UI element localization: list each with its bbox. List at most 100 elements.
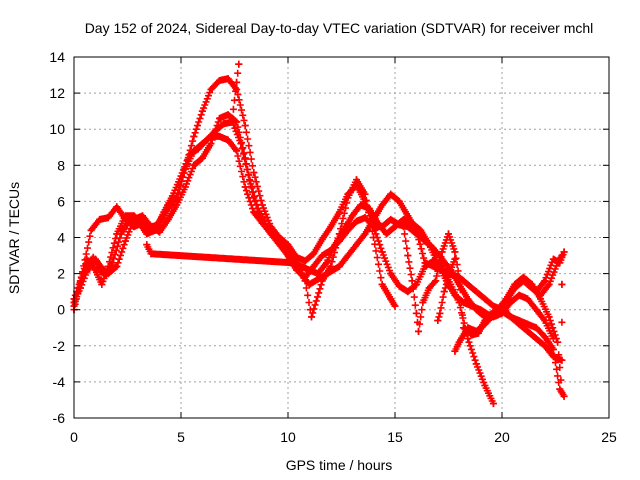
data-point: [288, 259, 296, 267]
data-point: [502, 297, 510, 305]
data-point: [121, 237, 129, 245]
data-point: [451, 291, 459, 299]
data-point: [412, 280, 420, 288]
y-tick-label: 0: [57, 302, 65, 318]
y-tick-label: -6: [53, 410, 66, 426]
data-point: [207, 85, 215, 93]
data-point: [113, 262, 121, 270]
x-tick-label: 20: [494, 429, 510, 445]
data-point: [378, 201, 386, 209]
data-point: [335, 262, 343, 270]
data-point: [515, 291, 523, 299]
data-point: [412, 309, 420, 317]
data-point: [224, 75, 232, 83]
data-point: [404, 252, 412, 260]
data-point: [352, 241, 360, 249]
data-point: [143, 230, 151, 238]
data-point: [524, 327, 532, 335]
data-point: [113, 203, 121, 211]
data-point: [198, 154, 206, 162]
data-point: [489, 400, 497, 408]
data-point: [241, 122, 249, 130]
data-point: [87, 226, 95, 234]
data-point: [147, 223, 155, 231]
data-point: [556, 385, 564, 393]
data-point: [425, 241, 433, 249]
data-point: [419, 298, 427, 306]
data-point: [436, 309, 444, 317]
data-point: [404, 212, 412, 220]
data-point: [224, 111, 232, 119]
data-point: [481, 295, 489, 303]
data-point: [284, 244, 292, 252]
data-point: [408, 277, 416, 285]
data-point: [374, 219, 382, 227]
data-point: [96, 266, 104, 274]
data-point: [532, 306, 540, 314]
data-point: [305, 280, 313, 288]
data-point: [220, 120, 228, 128]
x-axis-label: GPS time / hours: [286, 457, 393, 473]
data-point: [198, 107, 206, 115]
data-point: [425, 284, 433, 292]
data-point: [378, 248, 386, 256]
data-point: [451, 255, 459, 263]
data-point: [361, 214, 369, 222]
data-point: [361, 230, 369, 238]
data-point: [400, 215, 408, 223]
series-track-9: [434, 255, 459, 325]
data-point: [477, 306, 485, 314]
data-point: [395, 282, 403, 290]
data-point: [438, 248, 446, 256]
data-point: [310, 250, 318, 258]
data-point: [455, 273, 463, 281]
y-tick-label: 4: [57, 230, 65, 246]
data-point: [415, 327, 423, 335]
data-point: [138, 212, 146, 220]
data-point: [455, 338, 463, 346]
data-point: [391, 302, 399, 310]
y-axis-label: SDTVAR / TECUs: [6, 182, 22, 294]
data-point: [537, 291, 545, 299]
data-point: [468, 302, 476, 310]
x-tick-label: 25: [601, 429, 617, 445]
x-tick-label: 10: [280, 429, 296, 445]
data-point: [560, 392, 568, 400]
data-point: [181, 165, 189, 173]
data-point: [241, 183, 249, 191]
data-point: [357, 201, 365, 209]
data-point: [541, 277, 549, 285]
data-point: [549, 255, 557, 263]
data-point: [455, 280, 463, 288]
y-tick-label: -2: [53, 338, 66, 354]
data-point: [173, 201, 181, 209]
y-tick-label: 8: [57, 157, 65, 173]
series-track-8: [524, 248, 568, 296]
data-point: [233, 147, 241, 155]
data-point: [387, 270, 395, 278]
data-point: [143, 241, 151, 249]
data-point: [489, 302, 497, 310]
data-point: [404, 288, 412, 296]
data-point: [558, 356, 566, 364]
series-track-10: [228, 60, 243, 122]
x-tick-label: 15: [387, 429, 403, 445]
y-tick-label: 6: [57, 193, 65, 209]
data-point: [554, 338, 562, 346]
data-point: [121, 215, 129, 223]
data-point: [194, 145, 202, 153]
data-point: [181, 183, 189, 191]
data-point: [560, 248, 568, 256]
y-tick-label: 12: [49, 85, 65, 101]
data-point: [451, 347, 459, 355]
data-point: [541, 333, 549, 341]
data-point: [524, 295, 532, 303]
data-point: [472, 360, 480, 368]
data-point: [207, 140, 215, 148]
data-point: [190, 161, 198, 169]
data-point: [481, 382, 489, 390]
data-point: [481, 320, 489, 328]
data-point: [451, 248, 459, 256]
data-point: [524, 320, 532, 328]
